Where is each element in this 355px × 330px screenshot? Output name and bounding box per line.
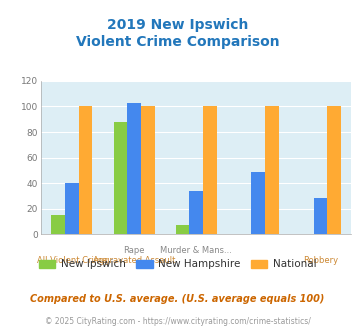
Text: Rape: Rape — [123, 246, 145, 255]
Bar — [51, 215, 65, 234]
Bar — [313, 199, 327, 234]
Text: Violent Crime Comparison: Violent Crime Comparison — [76, 35, 279, 49]
Bar — [203, 106, 217, 234]
Bar — [327, 106, 341, 234]
Bar — [65, 183, 79, 234]
Text: All Violent Crime: All Violent Crime — [37, 256, 107, 265]
Bar — [141, 106, 154, 234]
Bar — [176, 225, 189, 234]
Bar — [265, 106, 279, 234]
Text: Murder & Mans...: Murder & Mans... — [160, 246, 232, 255]
Text: Aggravated Assault: Aggravated Assault — [93, 256, 175, 265]
Bar — [251, 172, 265, 234]
Text: Robbery: Robbery — [303, 256, 338, 265]
Text: Compared to U.S. average. (U.S. average equals 100): Compared to U.S. average. (U.S. average … — [30, 294, 325, 304]
Bar — [127, 103, 141, 234]
Bar — [79, 106, 92, 234]
Bar — [189, 191, 203, 234]
Legend: New Ipswich, New Hampshire, National: New Ipswich, New Hampshire, National — [35, 255, 320, 274]
Text: © 2025 CityRating.com - https://www.cityrating.com/crime-statistics/: © 2025 CityRating.com - https://www.city… — [45, 317, 310, 326]
Bar — [114, 122, 127, 234]
Text: 2019 New Ipswich: 2019 New Ipswich — [107, 18, 248, 32]
